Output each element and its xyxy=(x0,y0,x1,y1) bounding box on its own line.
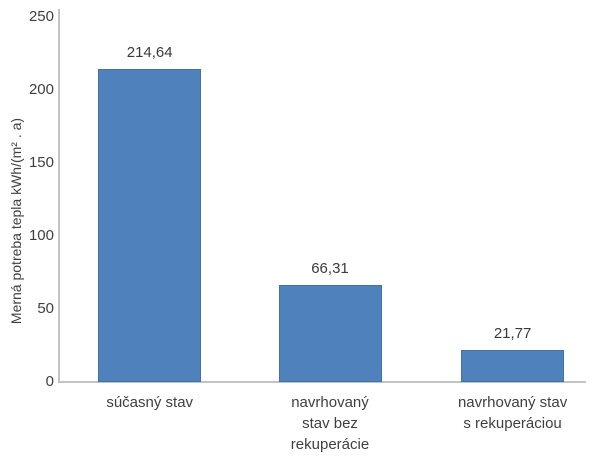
y-axis-title: Merná potreba tepla kWh/(m² . a) xyxy=(8,117,24,325)
y-tick-label: 100 xyxy=(28,227,54,244)
y-axis-line xyxy=(58,9,60,383)
bar xyxy=(461,350,565,382)
bar-value-label: 214,64 xyxy=(126,43,173,61)
x-category-label: navrhovaný stav bez rekuperácie xyxy=(290,394,370,453)
y-tick-label: 150 xyxy=(28,154,54,171)
x-category-label: súčasný stav xyxy=(106,394,194,411)
y-tick-label: 0 xyxy=(45,373,54,390)
bar-value-label: 66,31 xyxy=(311,260,349,278)
y-tick-label: 250 xyxy=(28,8,54,25)
bar-value-label: 21,77 xyxy=(493,325,532,343)
x-axis-line xyxy=(58,381,586,383)
y-tick-label: 200 xyxy=(28,81,54,98)
y-tick-label: 50 xyxy=(37,300,54,317)
bar xyxy=(278,285,382,382)
bar xyxy=(98,68,202,382)
x-category-label: navrhovaný stav s rekuperáciou xyxy=(457,394,568,432)
